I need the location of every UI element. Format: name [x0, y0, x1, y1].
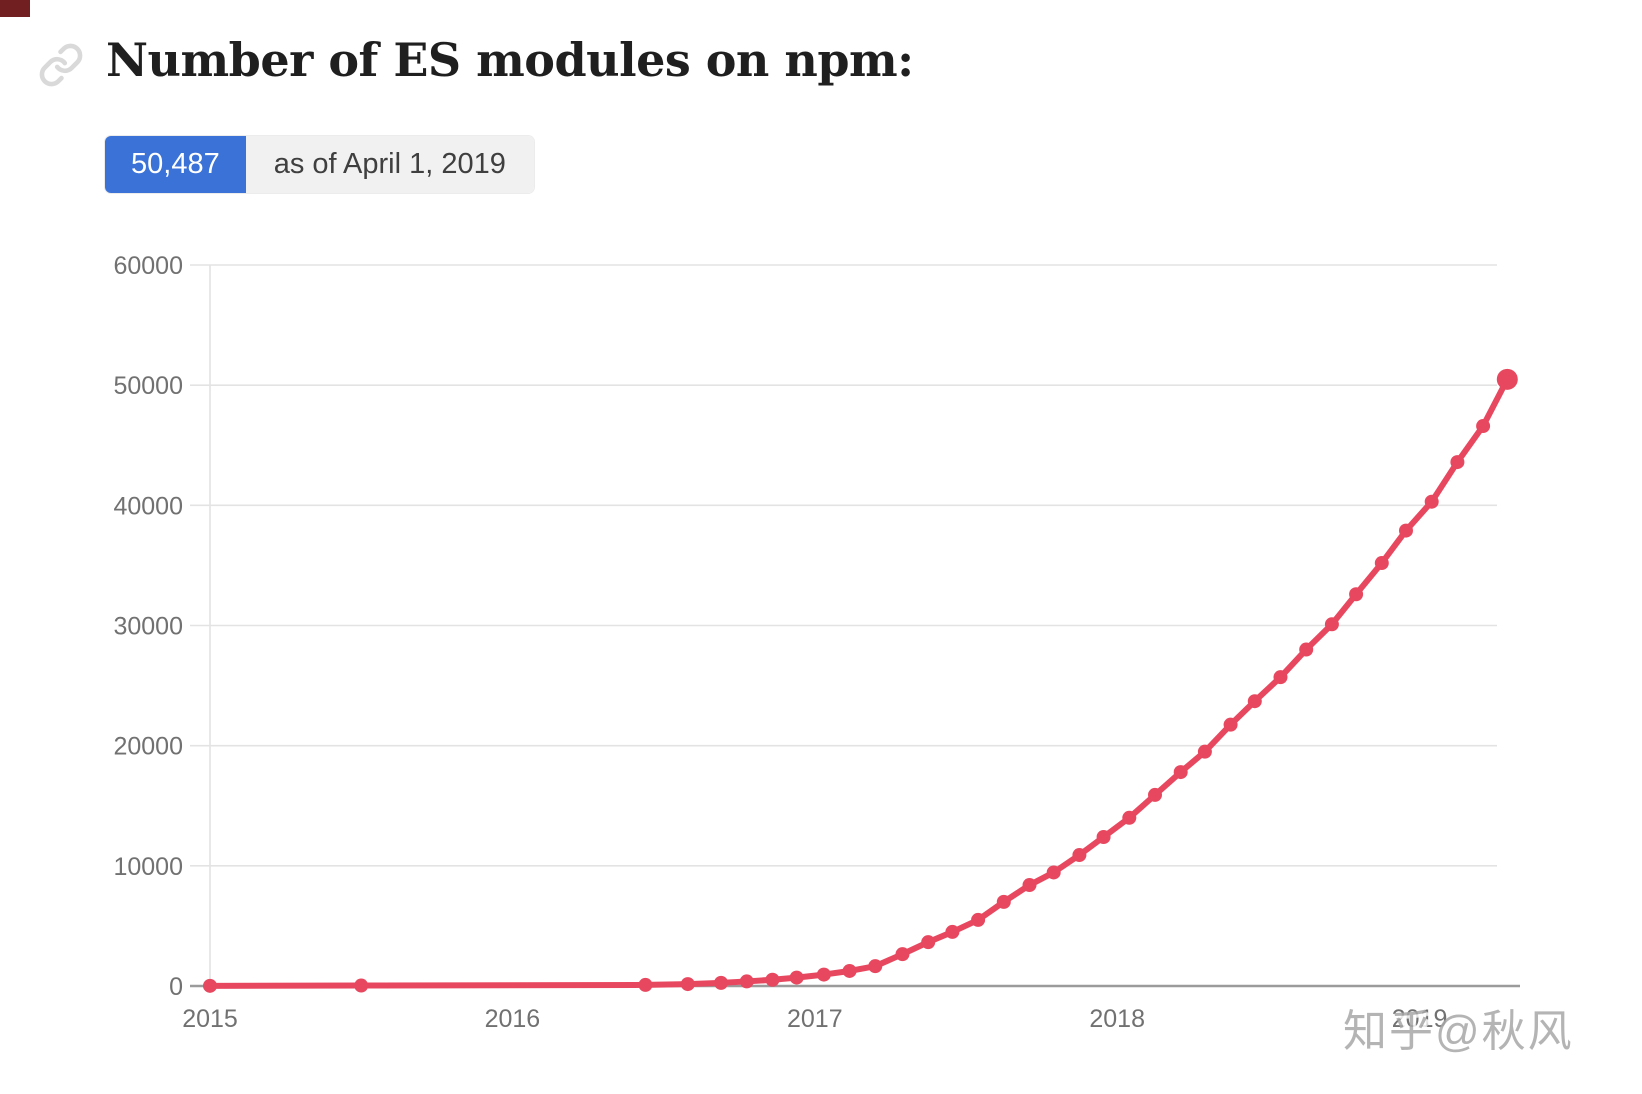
data-point[interactable] — [996, 894, 1011, 909]
x-tick-label: 2015 — [182, 1005, 238, 1033]
data-point[interactable] — [765, 972, 780, 987]
data-point[interactable] — [868, 959, 883, 974]
data-point[interactable] — [895, 947, 910, 962]
data-point[interactable] — [1349, 587, 1364, 602]
data-point[interactable] — [1476, 419, 1491, 434]
data-point[interactable] — [1173, 765, 1188, 780]
data-point[interactable] — [1374, 556, 1389, 571]
y-tick-label: 20000 — [113, 733, 183, 761]
data-point[interactable] — [1223, 717, 1238, 732]
header: Number of ES modules on npm: — [38, 34, 914, 88]
data-point[interactable] — [1046, 865, 1061, 880]
data-point[interactable] — [1496, 368, 1518, 390]
corner-artifact — [0, 0, 30, 17]
count-badge: 50,487 as of April 1, 2019 — [105, 136, 534, 193]
data-point[interactable] — [714, 975, 729, 990]
data-point[interactable] — [1072, 848, 1087, 863]
data-point[interactable] — [1197, 744, 1212, 759]
page-title: Number of ES modules on npm: — [106, 33, 914, 87]
data-point[interactable] — [1247, 694, 1262, 709]
data-point[interactable] — [971, 912, 986, 927]
data-point[interactable] — [739, 974, 754, 989]
y-tick-label: 40000 — [113, 492, 183, 520]
y-tick-label: 50000 — [113, 372, 183, 400]
data-point[interactable] — [842, 963, 857, 978]
link-icon[interactable] — [38, 42, 84, 88]
badge-caption: as of April 1, 2019 — [245, 136, 534, 193]
y-tick-label: 60000 — [113, 252, 183, 280]
y-tick-label: 0 — [169, 973, 183, 1001]
watermark: 知乎@秋风 — [1343, 1007, 1574, 1056]
data-point[interactable] — [1122, 810, 1137, 825]
data-point[interactable] — [1324, 617, 1339, 632]
x-tick-label: 2017 — [787, 1005, 843, 1033]
data-point[interactable] — [1022, 878, 1037, 893]
y-tick-label: 30000 — [113, 613, 183, 641]
data-point[interactable] — [789, 970, 804, 985]
data-point[interactable] — [638, 977, 653, 992]
x-tick-label: 2018 — [1089, 1005, 1145, 1033]
badge-count: 50,487 — [105, 136, 246, 193]
data-point[interactable] — [1398, 523, 1413, 538]
data-point[interactable] — [1424, 494, 1439, 509]
data-point[interactable] — [354, 978, 369, 993]
data-point[interactable] — [1273, 670, 1288, 685]
data-point[interactable] — [1299, 642, 1314, 657]
data-point[interactable] — [816, 967, 831, 982]
data-point[interactable] — [921, 935, 936, 950]
data-point[interactable] — [1148, 787, 1162, 802]
data-point[interactable] — [1096, 829, 1111, 844]
data-point[interactable] — [680, 977, 695, 992]
y-tick-label: 10000 — [113, 853, 183, 881]
data-line — [207, 376, 1511, 989]
data-point[interactable] — [1450, 455, 1465, 470]
x-tick-label: 2019 — [1392, 1005, 1448, 1033]
x-tick-label: 2016 — [485, 1005, 541, 1033]
data-point[interactable] — [945, 924, 960, 939]
data-point[interactable] — [203, 978, 217, 993]
